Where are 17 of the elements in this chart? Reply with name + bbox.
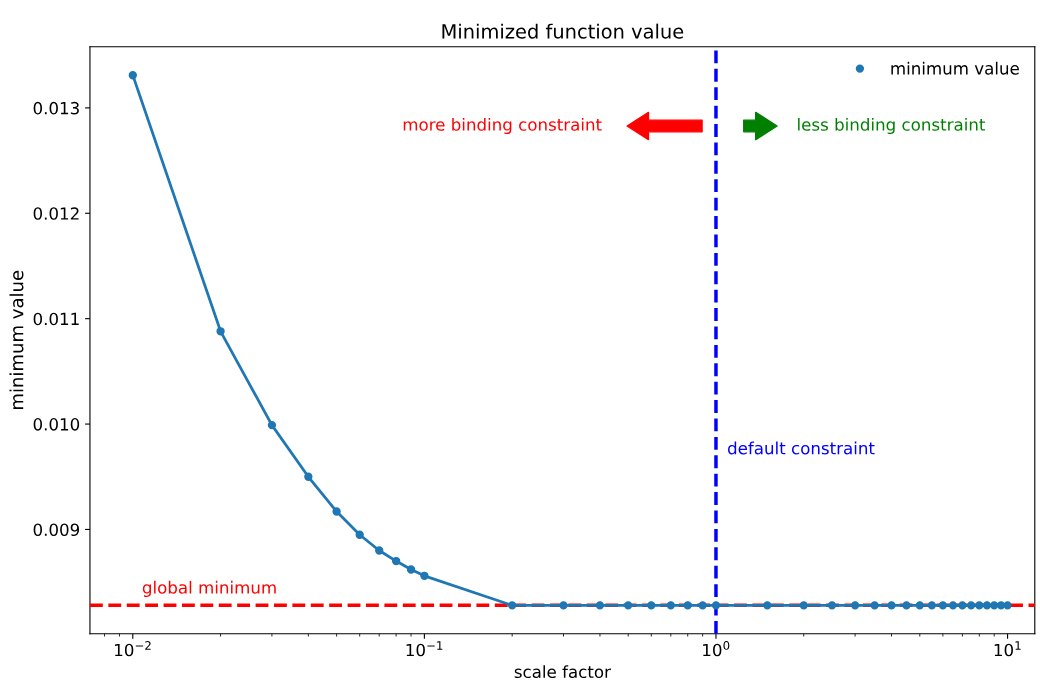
x-tick-label: 10$^{1}$ <box>994 641 1021 657</box>
annotation: more binding constraint <box>403 117 602 135</box>
annotation: less binding constraint <box>798 117 986 135</box>
y-tick-label: 0.009 <box>33 523 80 537</box>
x-tick-label: 10$^{−1}$ <box>406 641 443 657</box>
x-tick-label: 10$^{0}$ <box>703 641 730 657</box>
y-tick-label: 0.010 <box>33 418 80 431</box>
x-tick-label: 10$^{−2}$ <box>115 641 151 657</box>
y-tick-label: 0.013 <box>33 101 79 115</box>
ref-line-label: global minimum <box>142 580 276 597</box>
y-tick-label: 0.011 <box>33 312 79 326</box>
ref-line-label: default constraint <box>728 441 875 455</box>
y-axis-title: minimum value <box>9 270 24 409</box>
x-axis-title: scale factor <box>514 665 611 679</box>
y-tick-label: 0.012 <box>33 207 79 220</box>
chart-title: Minimized function value <box>442 23 684 39</box>
legend-label: minimum value <box>891 61 1019 75</box>
